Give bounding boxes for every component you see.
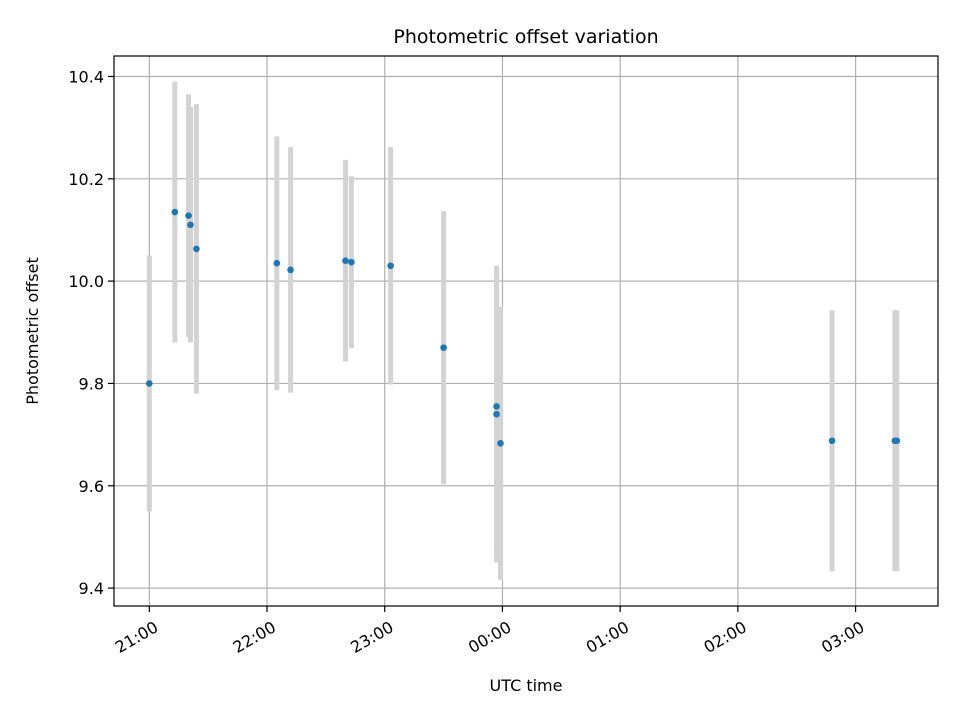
data-point bbox=[387, 262, 394, 270]
data-point bbox=[171, 208, 179, 216]
data-point bbox=[440, 344, 447, 351]
y-tick-label: 9.6 bbox=[79, 477, 104, 496]
data-point bbox=[348, 258, 355, 266]
data-point bbox=[828, 437, 836, 445]
y-tick-label: 10.4 bbox=[68, 67, 104, 86]
y-tick-label: 9.4 bbox=[79, 579, 104, 598]
data-point bbox=[287, 266, 294, 274]
data-point bbox=[273, 259, 281, 267]
data-point bbox=[497, 440, 504, 447]
data-point bbox=[493, 403, 500, 410]
y-axis-label: Photometric offset bbox=[23, 257, 42, 405]
data-point bbox=[146, 380, 153, 387]
data-point bbox=[493, 410, 500, 418]
data-point bbox=[893, 437, 901, 445]
chart-title: Photometric offset variation bbox=[393, 26, 658, 48]
x-axis-label: UTC time bbox=[490, 676, 563, 695]
data-point bbox=[342, 257, 349, 264]
y-tick-label: 9.8 bbox=[79, 374, 104, 393]
data-point bbox=[185, 212, 192, 219]
data-point bbox=[187, 221, 194, 229]
data-point bbox=[193, 245, 200, 253]
plot-frame bbox=[113, 55, 939, 607]
grid bbox=[114, 56, 938, 606]
y-tick-label: 10.0 bbox=[68, 272, 104, 291]
y-tick-label: 10.2 bbox=[68, 170, 104, 189]
data-points bbox=[146, 208, 901, 447]
